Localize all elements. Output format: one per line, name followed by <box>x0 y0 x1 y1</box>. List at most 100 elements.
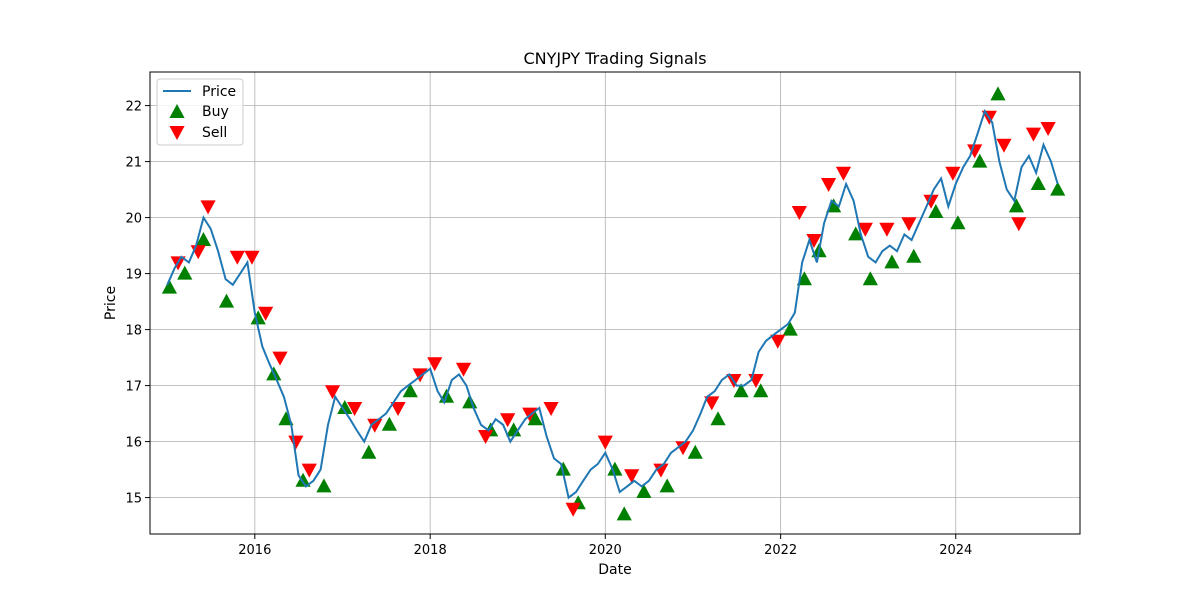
buy-marker <box>884 254 900 269</box>
y-tick-label: 17 <box>125 380 142 395</box>
sell-marker <box>427 357 443 372</box>
buy-marker <box>506 422 522 437</box>
buy-marker <box>733 383 749 398</box>
sell-marker <box>1025 127 1042 142</box>
buy-marker <box>381 416 397 431</box>
buy-marker <box>555 461 571 476</box>
sell-marker <box>704 396 720 411</box>
y-tick-label: 18 <box>125 324 142 339</box>
buy-marker <box>616 506 632 521</box>
sell-marker <box>806 234 822 248</box>
sell-marker <box>675 441 691 456</box>
x-tick-label: 2024 <box>939 543 972 558</box>
sell-marker <box>901 217 917 232</box>
sell-marker <box>857 222 873 237</box>
y-tick-label: 22 <box>125 100 142 115</box>
buy-marker <box>906 248 922 263</box>
buy-marker <box>250 310 266 325</box>
sell-marker <box>500 413 516 428</box>
sell-marker <box>879 222 895 237</box>
sell-marker <box>301 463 317 478</box>
sell-marker <box>770 334 786 349</box>
sell-marker <box>653 463 669 478</box>
legend-buy-marker <box>169 104 185 118</box>
sell-marker <box>324 385 341 400</box>
sell-marker <box>835 166 852 181</box>
sell-marker <box>1040 122 1056 136</box>
buy-marker <box>607 461 623 476</box>
sell-marker <box>229 250 245 265</box>
buy-marker <box>316 478 332 493</box>
legend-sell-marker <box>169 126 185 140</box>
plot-frame <box>149 71 1081 535</box>
sell-marker <box>272 351 288 366</box>
buy-marker <box>402 383 418 398</box>
sell-marker <box>945 166 961 181</box>
sell-marker <box>597 435 613 450</box>
buy-marker <box>161 279 178 294</box>
sell-marker <box>477 430 494 444</box>
buy-marker <box>361 444 377 459</box>
x-tick-label: 2016 <box>238 543 271 558</box>
grid <box>150 72 1080 534</box>
sell-marker <box>543 402 559 416</box>
sell-marker <box>200 200 216 215</box>
chart-title: CNYJPY Trading Signals <box>523 49 706 68</box>
sell-marker <box>821 178 837 192</box>
x-tick-label: 2018 <box>414 543 447 558</box>
plot-data <box>161 86 1066 521</box>
sell-marker <box>288 435 304 450</box>
buy-marker <box>1008 198 1025 213</box>
axis-ticks: 2016 2018 2020 2022 2024 15 16 17 18 19 20 21 22 <box>125 100 972 558</box>
legend-sell-label: Sell <box>202 125 227 141</box>
price-line <box>166 108 1059 500</box>
y-tick-label: 19 <box>125 268 142 283</box>
legend-price-label: Price <box>202 84 236 100</box>
sell-marker <box>258 306 274 321</box>
buy-marker <box>687 444 703 459</box>
sell-marker <box>367 418 383 433</box>
sell-marker <box>923 194 939 209</box>
sell-marker <box>791 206 807 220</box>
buy-marker <box>295 472 311 487</box>
buy-marker <box>848 226 864 241</box>
buy-marker <box>218 293 235 308</box>
buy-marker <box>337 400 353 414</box>
sell-marker <box>1011 217 1027 232</box>
legend: Price Buy Sell <box>156 78 244 146</box>
buy-marker <box>636 484 652 498</box>
legend-buy-label: Buy <box>202 104 229 120</box>
sell-marker <box>996 138 1012 153</box>
x-axis-label: Date <box>598 562 631 578</box>
sell-marker <box>565 502 581 517</box>
sell-marker <box>390 402 406 416</box>
sell-marker <box>244 250 260 265</box>
buy-marker <box>1030 176 1046 190</box>
buy-marker <box>972 153 988 168</box>
y-tick-label: 15 <box>125 492 142 507</box>
sell-marker <box>455 362 472 377</box>
buy-marker <box>710 411 726 426</box>
sell-marker <box>967 144 983 159</box>
y-axis-label: Price <box>103 286 119 320</box>
x-tick-label: 2020 <box>589 543 622 558</box>
buy-marker <box>950 215 966 230</box>
buy-marker <box>659 478 675 493</box>
buy-marker <box>527 411 543 426</box>
sell-marker <box>624 469 640 484</box>
buy-marker <box>1050 181 1066 196</box>
buy-marker <box>928 204 944 218</box>
buy-marker <box>796 271 812 286</box>
buy-marker <box>990 86 1006 101</box>
buy-marker <box>195 232 212 246</box>
y-tick-label: 21 <box>125 156 142 171</box>
buy-marker <box>862 271 878 286</box>
buy-marker <box>177 265 193 280</box>
buy-marker <box>782 321 798 336</box>
y-tick-label: 16 <box>125 436 142 451</box>
sell-marker <box>347 402 363 416</box>
buy-marker <box>753 383 769 398</box>
x-tick-label: 2022 <box>764 543 797 558</box>
y-tick-label: 20 <box>125 212 142 227</box>
